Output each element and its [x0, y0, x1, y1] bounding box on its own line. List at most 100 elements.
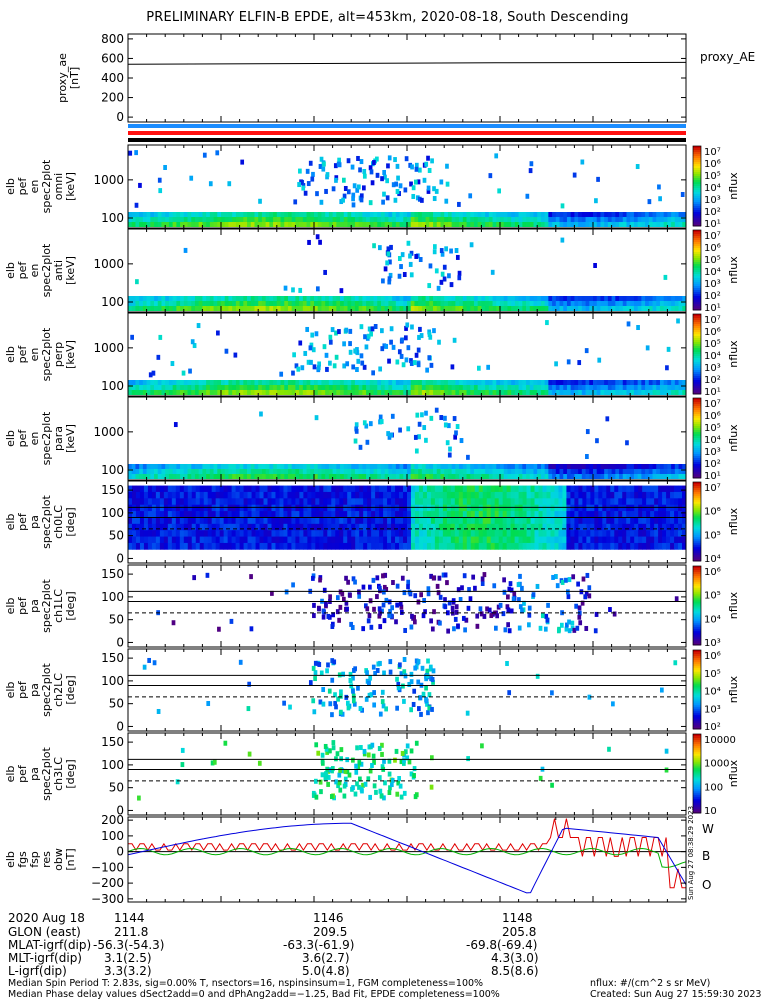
- spectrogram-cell: [202, 212, 207, 217]
- pitch-angle-cell: [139, 542, 145, 550]
- pitch-angle-cell: [199, 536, 205, 544]
- spectrogram-cell: [403, 212, 408, 217]
- spectrogram-cell: [418, 326, 422, 332]
- spectrogram-cell: [157, 222, 162, 227]
- pitch-angle-cell: [171, 498, 177, 506]
- spectrogram-cell: [403, 469, 408, 474]
- pitch-angle-cell: [594, 485, 599, 493]
- pitch-angle-cell: [558, 536, 563, 544]
- spectrogram-cell: [410, 390, 415, 395]
- spectrogram-cell: [589, 464, 594, 469]
- y-axis-label: [keV]: [64, 256, 77, 285]
- pitch-angle-cell: [502, 542, 508, 550]
- colorbar-segment: [693, 272, 701, 275]
- pitch-angle-cell: [422, 485, 428, 493]
- spectrogram-cell: [658, 196, 662, 202]
- pitch-angle-cell: [303, 504, 308, 512]
- pitch-angle-cell: [247, 485, 252, 493]
- spectrogram-cell: [492, 222, 497, 227]
- spectrogram-cell: [477, 464, 482, 469]
- spectrogram-cell: [291, 474, 296, 479]
- pitch-angle-cell: [231, 485, 237, 493]
- spectrogram-cell: [663, 301, 668, 306]
- spectrogram-cell: [317, 380, 322, 385]
- spectrogram-cell: [128, 385, 133, 390]
- spectrogram-cell: [369, 464, 374, 469]
- spectrogram-cell: [306, 222, 311, 227]
- pitch-angle-cell: [139, 485, 145, 493]
- spectrogram-cell: [235, 380, 240, 385]
- pitch-angle-cell: [526, 542, 531, 550]
- pitch-angle-cell: [614, 511, 619, 518]
- pitch-angle-cell: [431, 575, 436, 581]
- pitch-angle-cell: [518, 536, 523, 544]
- spectrogram-cell: [221, 212, 226, 217]
- spectrogram-cell: [273, 296, 278, 301]
- spectrogram-cell: [351, 306, 356, 311]
- spectrogram-cell: [439, 179, 444, 185]
- spectrogram-cell: [682, 301, 687, 306]
- spectrogram-cell: [336, 469, 341, 474]
- pitch-angle-cell: [243, 511, 248, 518]
- pitch-angle-cell: [348, 671, 353, 677]
- pitch-angle-cell: [562, 491, 567, 499]
- colorbar-tick-label: 10⁶: [704, 243, 721, 254]
- spectrogram-cell: [440, 474, 445, 479]
- pitch-angle-cell: [195, 491, 201, 499]
- spectrogram-cell: [427, 329, 432, 335]
- spectrogram-cell: [392, 306, 397, 311]
- spectrogram-cell: [332, 464, 337, 469]
- pitch-angle-cell: [295, 491, 300, 499]
- spectrogram-cell: [596, 301, 601, 306]
- pitch-angle-cell: [514, 504, 519, 512]
- pitch-angle-cell: [538, 485, 543, 493]
- spectrogram-cell: [526, 217, 531, 222]
- pitch-angle-cell: [514, 536, 519, 544]
- spectrogram-cell: [633, 212, 639, 217]
- spectrogram-cell: [302, 390, 307, 395]
- pitch-angle-cell: [380, 689, 385, 695]
- spectrogram-cell: [500, 217, 505, 222]
- spectrogram-cell: [280, 469, 285, 474]
- pitch-angle-cell: [470, 517, 476, 525]
- y-tick-label: 150: [101, 567, 124, 581]
- pitch-angle-cell: [494, 625, 498, 631]
- colorbar-tick-label: 10⁶: [704, 651, 721, 662]
- pitch-angle-cell: [614, 542, 619, 550]
- pitch-angle-cell: [666, 498, 671, 506]
- pitch-angle-cell: [337, 617, 341, 623]
- pitch-angle-cell: [398, 662, 402, 668]
- pitch-angle-cell: [211, 511, 217, 518]
- spectrogram-cell: [254, 306, 259, 311]
- spectrogram-cell: [492, 474, 497, 479]
- spectrogram-cell: [380, 217, 386, 222]
- pitch-angle-cell: [664, 767, 669, 773]
- spectrogram-cell: [466, 217, 471, 222]
- spectrogram-cell: [239, 390, 244, 395]
- pitch-angle-cell: [311, 542, 316, 550]
- pitch-angle-cell: [454, 485, 460, 493]
- spectrogram-cell: [265, 474, 270, 479]
- spectrogram-cell: [585, 385, 590, 390]
- pitch-angle-cell: [550, 485, 555, 493]
- pitch-angle-cell: [396, 780, 401, 786]
- pitch-angle-cell: [255, 530, 260, 537]
- pitch-angle-cell: [458, 485, 464, 493]
- pitch-angle-cell: [586, 498, 591, 506]
- pitch-angle-cell: [395, 602, 399, 608]
- colorbar-segment: [693, 717, 701, 720]
- pitch-angle-cell: [175, 542, 181, 550]
- spectrogram-cell: [496, 464, 501, 469]
- pitch-angle-cell: [330, 624, 335, 630]
- colorbar-tick-label: 10¹: [704, 471, 721, 482]
- pitch-angle-cell: [263, 511, 268, 518]
- pitch-angle-cell: [422, 498, 428, 506]
- spectrogram-cell: [377, 385, 382, 390]
- spectrogram-cell: [314, 217, 319, 222]
- pitch-angle-cell: [321, 614, 326, 620]
- pitch-angle-cell: [363, 603, 368, 609]
- spectrogram-cell: [385, 178, 390, 184]
- pitch-angle-cell: [614, 517, 619, 525]
- pitch-angle-cell: [175, 523, 181, 531]
- spectrogram-cell: [399, 222, 404, 227]
